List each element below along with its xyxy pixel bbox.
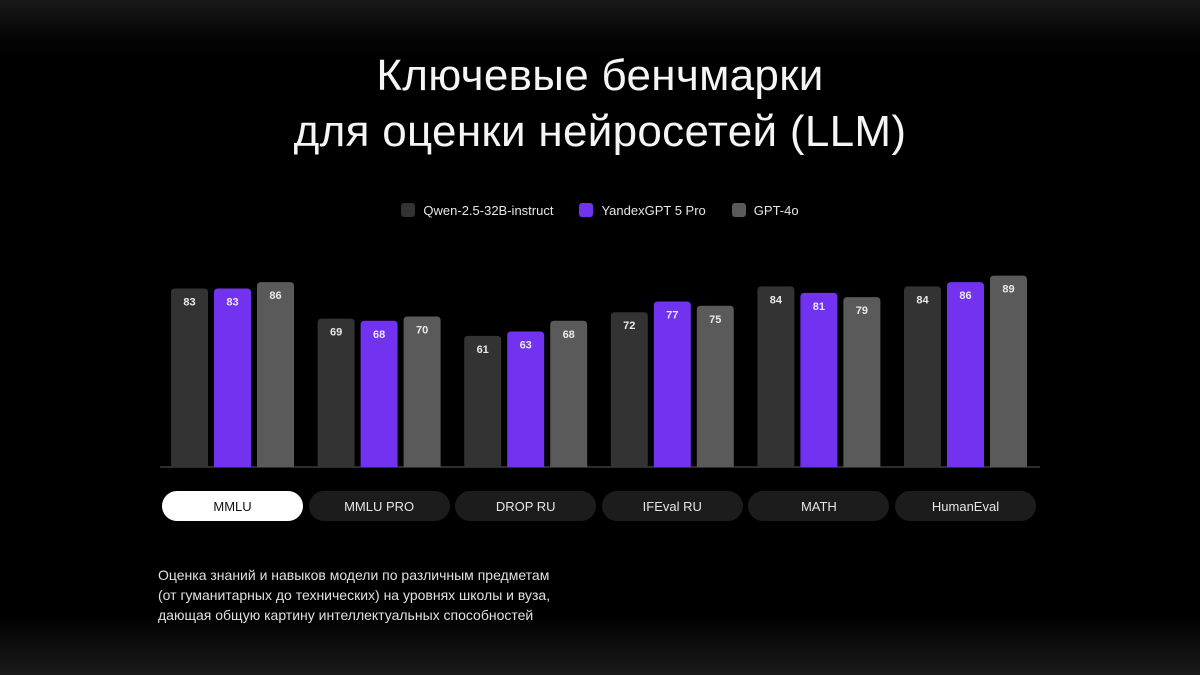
bar-mmlu-pro-qwen-2-5-32b-instruct (317, 318, 355, 467)
chart-legend: Qwen-2.5-32B-instruct YandexGPT 5 Pro GP… (0, 201, 1200, 219)
bar-label-humaneval-qwen-2-5-32b-instruct: 84 (916, 294, 929, 306)
legend-swatch-yandexgpt (579, 203, 594, 217)
benchmark-tabs: MMLU MMLU PRO DROP RU IFEval RU MATH HumanEva… (0, 491, 1200, 523)
legend-label-gpt4o: GPT-4o (753, 202, 799, 218)
bar-drop-ru-gpt-4o (550, 320, 588, 467)
bar-math-yandexgpt-5-pro (800, 292, 838, 467)
bar-label-math-yandexgpt-5-pro: 81 (813, 301, 825, 313)
title-line-1: Ключевые бенчмарки (376, 51, 824, 100)
bar-mmlu-qwen-2-5-32b-instruct (171, 288, 208, 467)
legend-label-yandexgpt: YandexGPT 5 Pro (601, 202, 706, 218)
bar-label-mmlu-yandexgpt-5-pro: 83 (226, 297, 238, 309)
bar-ifeval-ru-gpt-4o (696, 305, 734, 467)
bar-label-ifeval-ru-yandexgpt-5-pro: 77 (666, 309, 678, 321)
bar-humaneval-gpt-4o (990, 275, 1027, 467)
bar-math-qwen-2-5-32b-instruct (757, 286, 795, 467)
bar-label-mmlu-pro-yandexgpt-5-pro: 68 (373, 329, 385, 341)
page-title: Ключевые бенчмарки для оценки нейросетей… (0, 48, 1200, 160)
bar-humaneval-qwen-2-5-32b-instruct (904, 286, 941, 467)
tab-mmlu[interactable]: MMLU (162, 491, 303, 521)
bar-label-ifeval-ru-gpt-4o: 75 (709, 314, 721, 326)
bar-label-drop-ru-gpt-4o: 68 (563, 329, 575, 341)
bar-math-gpt-4o (843, 297, 881, 467)
bar-label-drop-ru-yandexgpt-5-pro: 63 (520, 340, 532, 352)
title-line-2: для оценки нейросетей (LLM) (293, 107, 907, 156)
bar-humaneval-yandexgpt-5-pro (947, 282, 984, 467)
description-line-2: (от гуманитарных до технических) на уров… (158, 587, 551, 603)
bar-label-mmlu-qwen-2-5-32b-instruct: 83 (183, 297, 195, 309)
legend-swatch-gpt4o (731, 203, 746, 217)
tab-mmlu-pro[interactable]: MMLU PRO (308, 491, 450, 521)
bar-drop-ru-qwen-2-5-32b-instruct (464, 335, 502, 467)
bar-label-math-qwen-2-5-32b-instruct: 84 (770, 294, 783, 306)
bar-label-mmlu-gpt-4o: 86 (269, 290, 281, 302)
tab-ifeval-ru[interactable]: IFEval RU (601, 491, 743, 521)
tab-humaneval[interactable]: HumanEval (895, 491, 1036, 521)
legend-item-yandexgpt: YandexGPT 5 Pro (579, 201, 706, 219)
bar-mmlu-yandexgpt-5-pro (214, 288, 251, 467)
bars-group: 83 83 86 69 68 70 61 63 68 72 77 75 84 81 79 84 86 89 (171, 275, 1027, 467)
legend-item-gpt4o: GPT-4o (731, 201, 799, 219)
bar-label-ifeval-ru-qwen-2-5-32b-instruct: 72 (623, 320, 635, 332)
bar-ifeval-ru-yandexgpt-5-pro (653, 301, 691, 467)
bar-label-mmlu-pro-qwen-2-5-32b-instruct: 69 (330, 327, 342, 339)
bar-label-drop-ru-qwen-2-5-32b-instruct: 61 (477, 344, 489, 356)
bar-label-math-gpt-4o: 79 (856, 305, 868, 317)
tab-drop-ru[interactable]: DROP RU (455, 491, 597, 521)
legend-item-qwen: Qwen-2.5-32B-instruct (401, 201, 553, 219)
bar-mmlu-gpt-4o (257, 282, 294, 467)
bar-label-humaneval-yandexgpt-5-pro: 86 (959, 290, 971, 302)
bar-drop-ru-yandexgpt-5-pro (507, 331, 545, 467)
bar-label-humaneval-gpt-4o: 89 (1002, 284, 1014, 296)
legend-swatch-qwen (401, 203, 416, 217)
bar-mmlu-pro-gpt-4o (403, 316, 441, 467)
benchmark-description: Оценка знаний и навыков модели по различ… (158, 565, 618, 625)
bar-label-mmlu-pro-gpt-4o: 70 (416, 325, 428, 337)
bar-ifeval-ru-qwen-2-5-32b-instruct (610, 312, 648, 467)
bar-mmlu-pro-yandexgpt-5-pro (360, 320, 398, 467)
description-line-1: Оценка знаний и навыков модели по различ… (158, 567, 550, 583)
legend-label-qwen: Qwen-2.5-32B-instruct (423, 202, 554, 218)
description-line-3: дающая общую картину интеллектуальных сп… (158, 607, 534, 623)
tab-math[interactable]: MATH (748, 491, 890, 521)
